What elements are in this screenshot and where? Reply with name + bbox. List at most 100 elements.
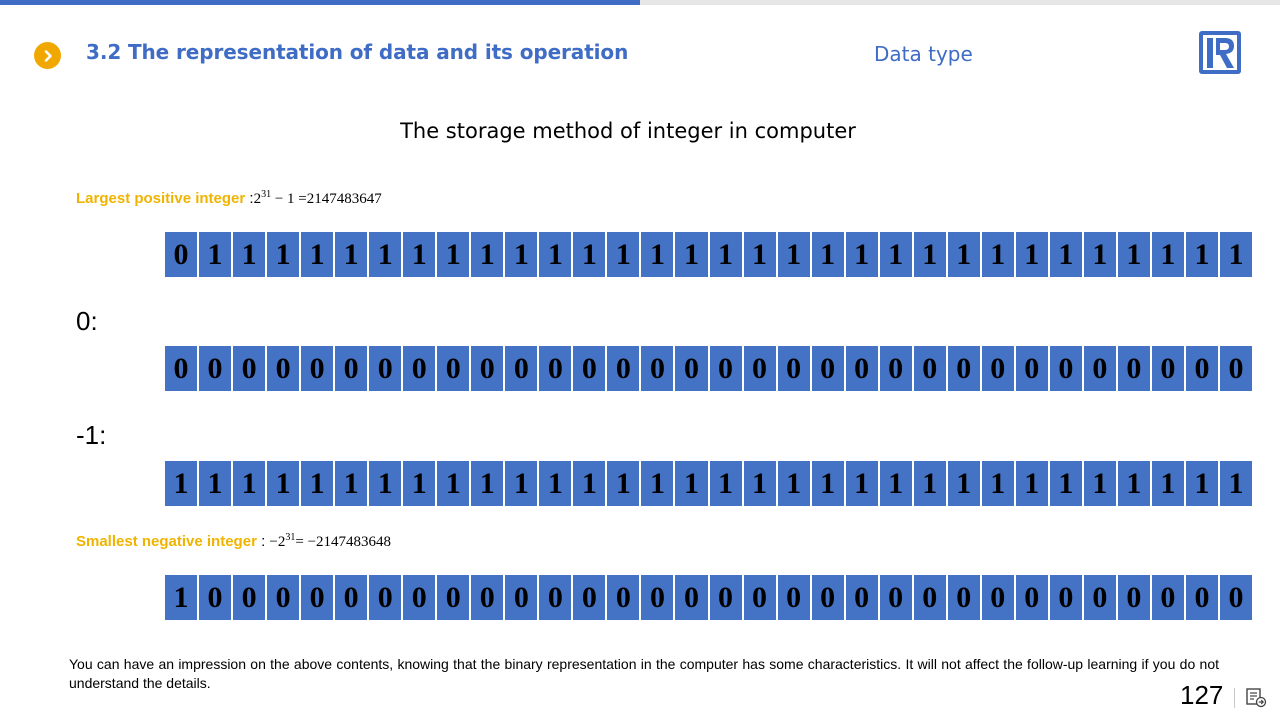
bit-cell: 1 <box>301 232 336 277</box>
bit-cell: 1 <box>335 461 370 506</box>
bit-cell: 1 <box>607 461 642 506</box>
bit-cell: 0 <box>233 575 268 620</box>
bit-cell: 1 <box>777 461 812 506</box>
bit-cell: 1 <box>539 461 574 506</box>
bit-cell: 1 <box>165 461 200 506</box>
bit-cell: 0 <box>981 346 1016 391</box>
bit-cell: 1 <box>369 461 404 506</box>
bit-cell: 1 <box>1151 461 1186 506</box>
bit-cell: 1 <box>777 232 812 277</box>
bit-cell: 1 <box>811 232 846 277</box>
footnote: You can have an impression on the above … <box>69 656 1219 691</box>
bit-cell: 1 <box>335 232 370 277</box>
bit-cell: 1 <box>947 461 982 506</box>
bit-cell: 1 <box>199 461 234 506</box>
bit-cell: 1 <box>675 461 710 506</box>
bit-cell: 0 <box>233 346 268 391</box>
bit-cell: 1 <box>1219 461 1252 506</box>
bit-cell: 0 <box>811 346 846 391</box>
bit-cell: 1 <box>1083 461 1118 506</box>
bit-cell: 0 <box>947 346 982 391</box>
bit-cell: 1 <box>233 232 268 277</box>
bit-cell: 0 <box>437 575 472 620</box>
bit-cell: 0 <box>471 575 506 620</box>
bit-cell: 0 <box>267 346 302 391</box>
bit-cell: 0 <box>1049 575 1084 620</box>
bit-cell: 0 <box>505 575 540 620</box>
bit-cell: 0 <box>709 575 744 620</box>
bit-cell: 0 <box>165 346 200 391</box>
bit-cell: 1 <box>641 461 676 506</box>
subject-label: Data type <box>874 42 973 66</box>
bit-cell: 0 <box>539 346 574 391</box>
bit-cell: 1 <box>1185 461 1220 506</box>
bit-cell: 1 <box>233 461 268 506</box>
bit-cell: 0 <box>607 575 642 620</box>
bit-cell: 1 <box>505 232 540 277</box>
bit-cell: 0 <box>199 575 234 620</box>
bit-cell: 0 <box>1151 575 1186 620</box>
bit-cell: 0 <box>1185 575 1220 620</box>
bit-cell: 0 <box>675 346 710 391</box>
bit-cell: 1 <box>403 232 438 277</box>
bit-cell: 0 <box>1015 346 1050 391</box>
slide-title: The storage method of integer in compute… <box>400 119 856 143</box>
bit-cell: 0 <box>879 575 914 620</box>
bit-cell: 1 <box>675 232 710 277</box>
bit-cell: 0 <box>1117 346 1152 391</box>
largest-positive-title: Largest positive integer <box>76 190 246 207</box>
bit-cell: 1 <box>471 461 506 506</box>
bit-cell: 0 <box>1185 346 1220 391</box>
bit-cell: 0 <box>1219 346 1252 391</box>
bit-cell: 1 <box>165 575 200 620</box>
bit-cell: 1 <box>573 232 608 277</box>
largest-positive-label: Largest positive integer :231 − 1 =21474… <box>76 189 382 208</box>
bit-cell: 1 <box>811 461 846 506</box>
bit-cell: 0 <box>709 346 744 391</box>
page-number: 127 <box>1180 680 1224 710</box>
bit-cell: 1 <box>845 232 880 277</box>
bit-cell: 0 <box>777 575 812 620</box>
bit-cell: 0 <box>335 346 370 391</box>
r-logo-icon <box>1199 31 1241 74</box>
bit-cell: 1 <box>471 232 506 277</box>
smallest-negative-base: −2 <box>269 534 286 550</box>
notes-icon[interactable] <box>1245 686 1267 708</box>
bit-cell: 0 <box>1117 575 1152 620</box>
bit-cell: 0 <box>165 232 200 277</box>
smallest-negative-exponent: 31 <box>285 532 296 543</box>
bit-cell: 1 <box>437 232 472 277</box>
bit-cell: 0 <box>505 346 540 391</box>
smallest-negative-title: Smallest negative integer <box>76 533 257 550</box>
bit-cell: 1 <box>913 461 948 506</box>
bit-cell: 0 <box>1015 575 1050 620</box>
bit-cell: 1 <box>879 461 914 506</box>
bit-cell: 0 <box>743 346 778 391</box>
bit-cell: 1 <box>199 232 234 277</box>
page-separator <box>1234 688 1235 708</box>
smallest-negative-separator: : <box>256 533 270 550</box>
bit-cell: 0 <box>1049 346 1084 391</box>
bit-cell: 1 <box>1185 232 1220 277</box>
largest-positive-separator: : <box>245 190 254 207</box>
bit-cell: 0 <box>335 575 370 620</box>
bit-cell: 0 <box>913 346 948 391</box>
bit-cell: 0 <box>199 346 234 391</box>
bit-cell: 1 <box>641 232 676 277</box>
bit-cell: 1 <box>1117 461 1152 506</box>
bit-cell: 1 <box>301 461 336 506</box>
bit-cell: 1 <box>1049 461 1084 506</box>
bit-cell: 0 <box>403 575 438 620</box>
bit-cell: 1 <box>1015 232 1050 277</box>
bit-cell: 0 <box>1219 575 1252 620</box>
bit-cell: 1 <box>743 461 778 506</box>
bit-cell: 1 <box>505 461 540 506</box>
bit-cell: 0 <box>539 575 574 620</box>
bit-cell: 0 <box>437 346 472 391</box>
bit-cell: 1 <box>743 232 778 277</box>
chevron-right-icon <box>34 42 61 69</box>
